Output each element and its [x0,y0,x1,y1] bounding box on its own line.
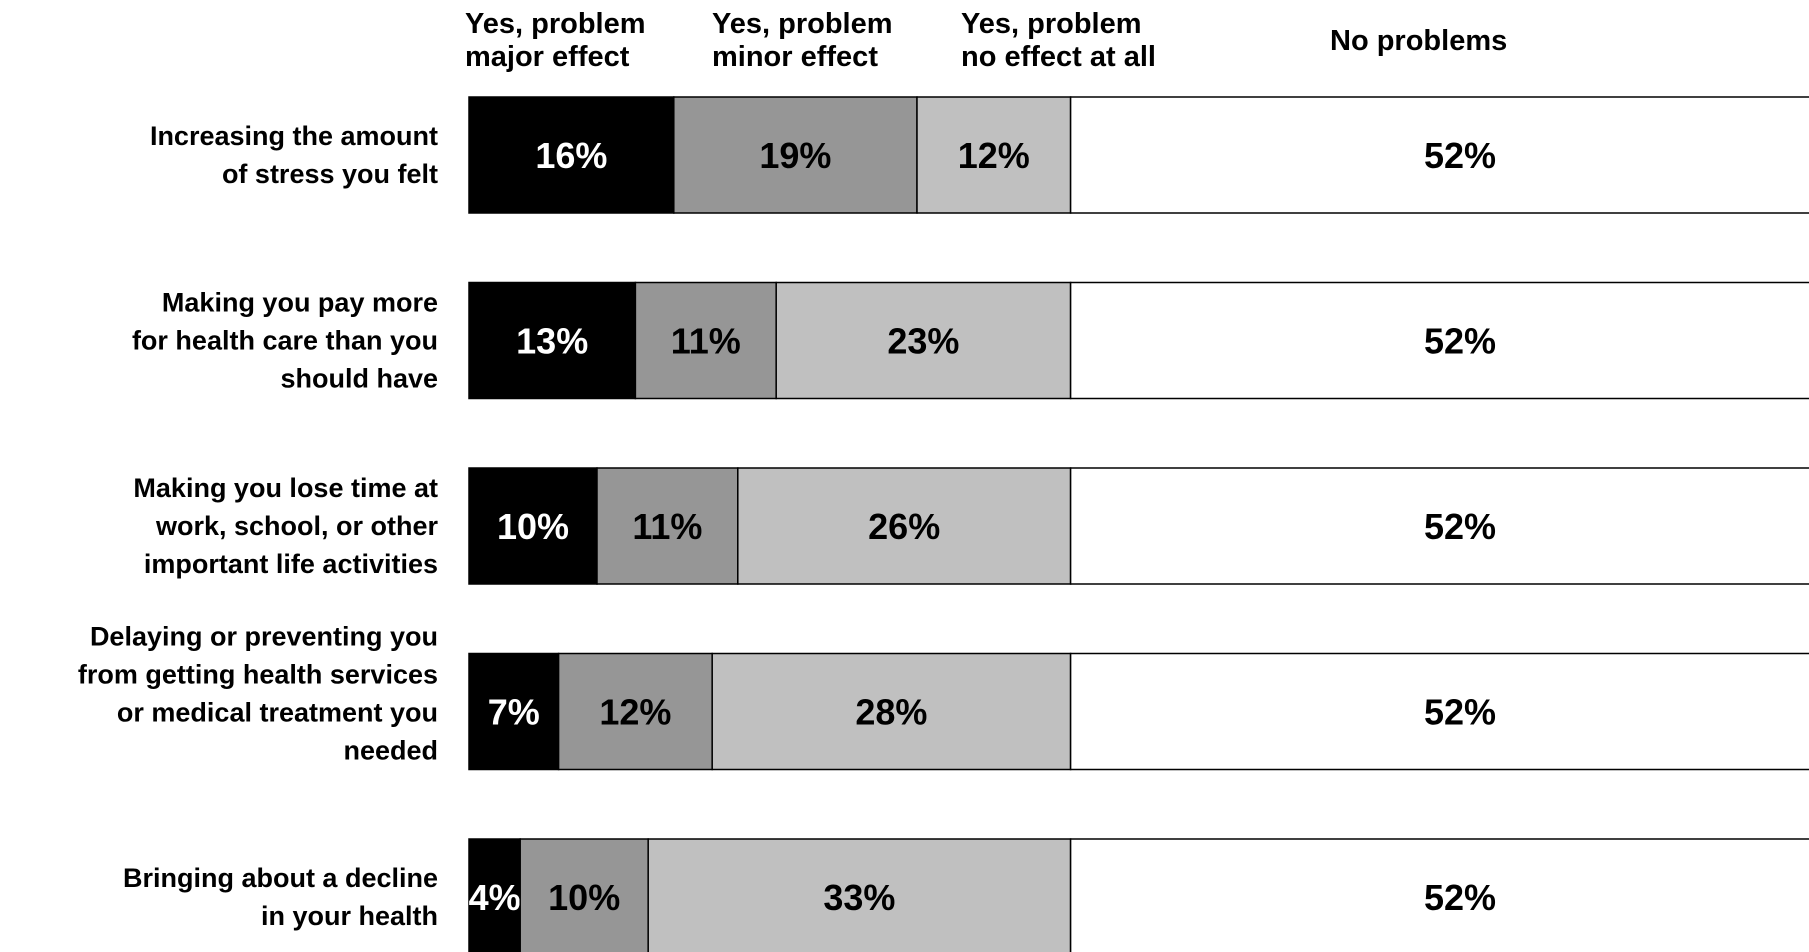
bar-segment [468,96,675,214]
category-label: Delaying or preventing you from getting h… [78,622,438,766]
bars: 16% 19% 12% 52% 13% 11% 23% 52% 10% 11% 26% 52% 7% 12… [468,96,1809,952]
category-labels: Increasing the amount of stress you felt M… [78,121,439,931]
bar-segment [596,467,739,585]
data-label: 11% [671,321,741,362]
data-label: 11% [632,506,702,547]
legend-entry: Yes, problem major effect [465,8,646,73]
data-label: 52% [1424,877,1496,918]
category-label: Making you pay more for health care than … [132,288,438,394]
data-label: 13% [516,321,588,362]
bar-segment [468,838,521,952]
bar-segment [634,281,777,400]
category-label: Increasing the amount of stress you felt [150,121,438,189]
data-label: 52% [1424,321,1496,362]
bar-segment [916,96,1072,214]
data-label: 52% [1424,135,1496,176]
bar-segment [737,467,1072,585]
data-label: 28% [855,692,927,733]
category-label: Bringing about a decline in your health [123,863,438,931]
bar-segment [1069,281,1809,400]
data-label: 33% [823,877,895,918]
bar-segment [468,467,598,585]
data-label: 4% [469,877,521,918]
bar-segment [557,652,713,771]
bar-segment [519,838,649,952]
legend-entry: Yes, problem no effect at all [961,8,1156,73]
data-label: 23% [887,321,959,362]
bar-segment [647,838,1072,952]
data-label: 7% [488,692,540,733]
bar-segment [1069,838,1809,952]
bar-segment [468,281,637,400]
data-label: 16% [535,135,607,176]
bar-segment [1069,652,1809,771]
data-label: 26% [868,506,940,547]
legend: Yes, problem major effect Yes, problem mino… [465,8,1507,73]
bar-segment [1069,96,1809,214]
legend-entry: No problems [1330,25,1507,57]
data-label: 52% [1424,506,1496,547]
data-label: 19% [759,135,831,176]
data-label: 12% [599,692,671,733]
bar-segment [711,652,1072,771]
bar-segment [775,281,1072,400]
category-label: Making you lose time at work, school, or … [133,473,438,579]
bar-segment [1069,467,1809,585]
legend-entry: Yes, problem minor effect [712,8,893,73]
data-label: 12% [958,135,1030,176]
bar-segment [673,96,918,214]
data-label: 52% [1424,692,1496,733]
bar-segment [468,652,560,771]
data-label: 10% [497,506,569,547]
data-label: 10% [548,877,620,918]
